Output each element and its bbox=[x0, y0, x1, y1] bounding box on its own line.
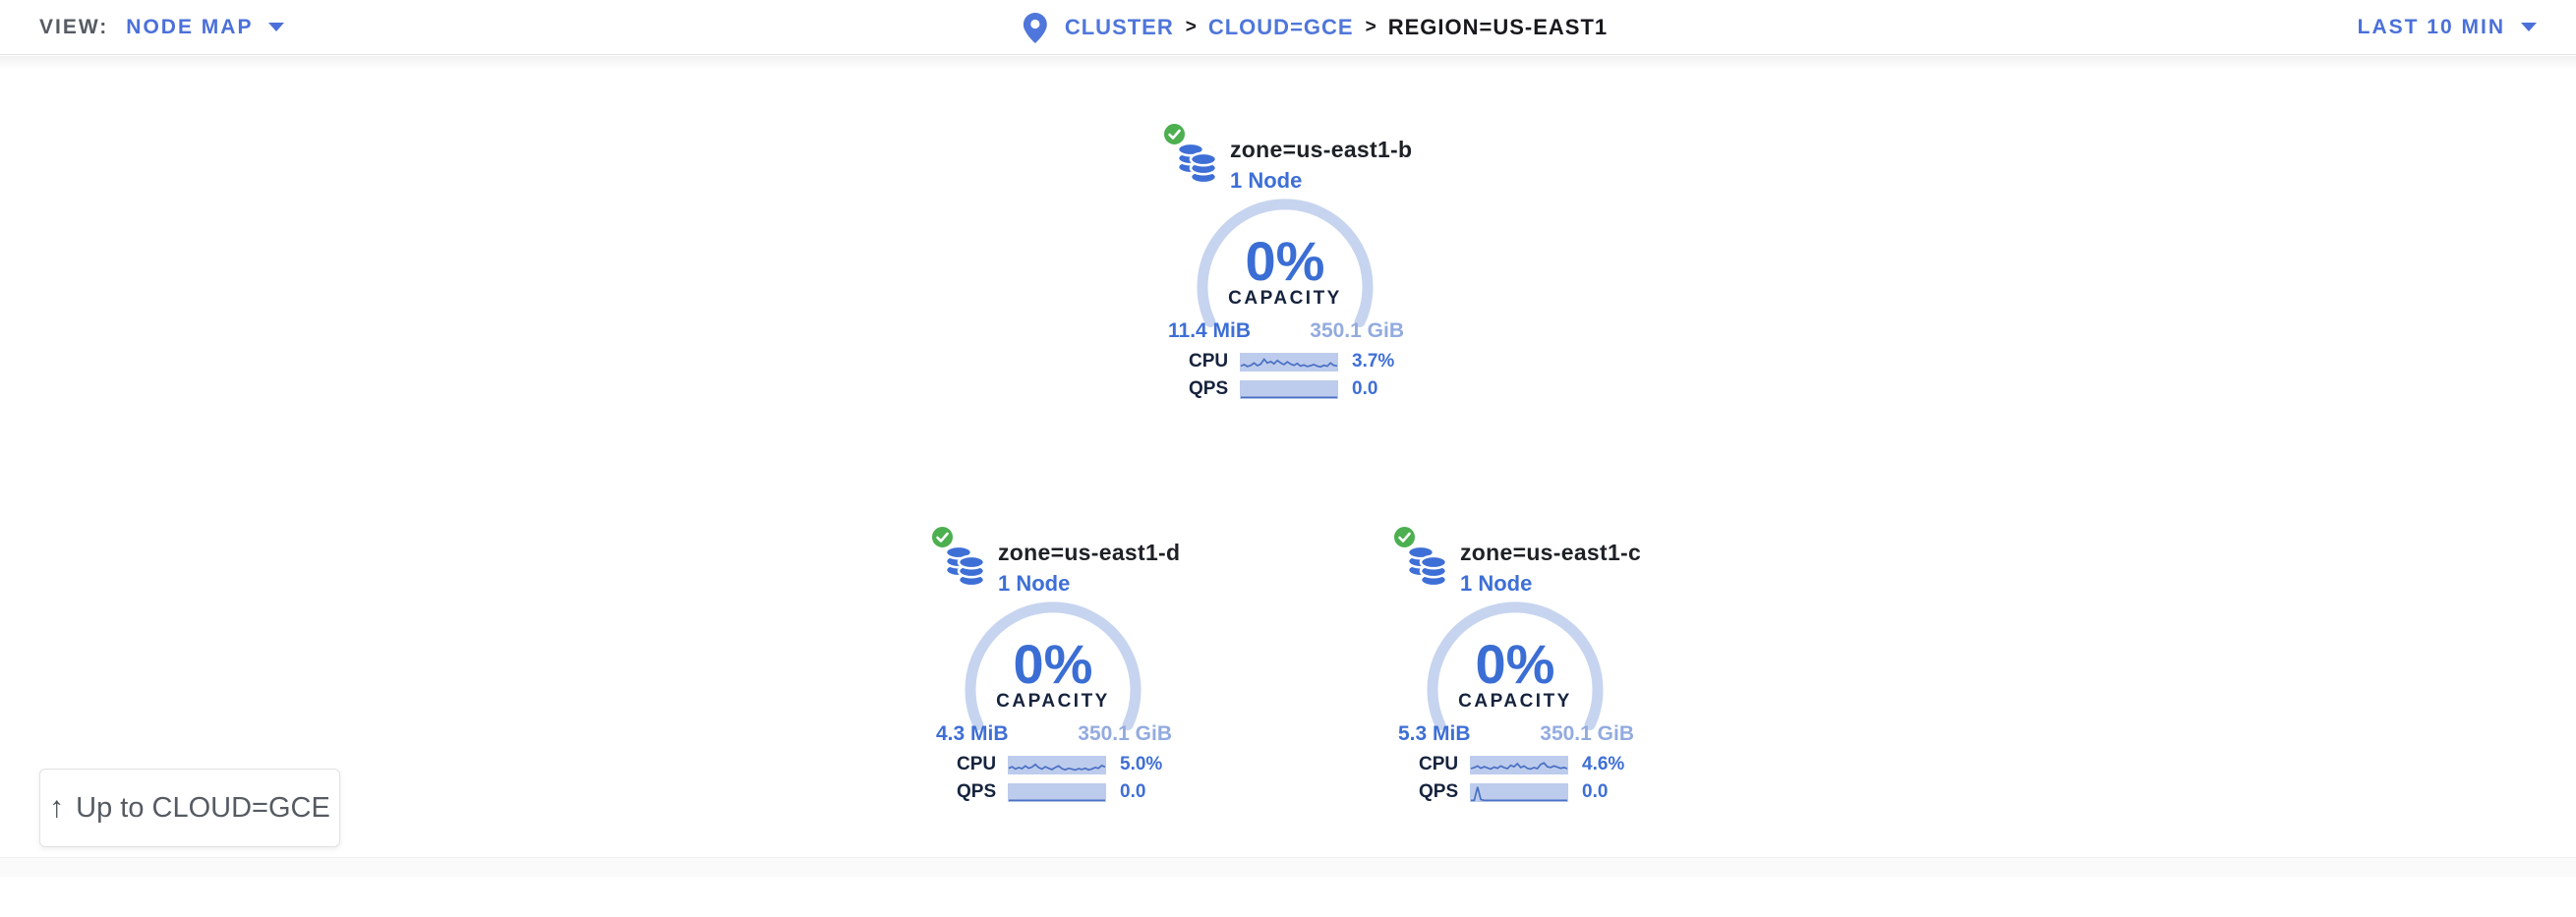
database-stack-icon bbox=[944, 544, 986, 588]
locality-icon bbox=[1393, 524, 1452, 589]
healthy-check-icon bbox=[1393, 526, 1416, 548]
database-stack-icon bbox=[1176, 142, 1218, 185]
node-map-canvas: zone=us-east1-b 1 Node 0% CAPACITY 11.4 … bbox=[0, 56, 2576, 857]
capacity-used: 5.3 MiB bbox=[1398, 722, 1471, 745]
capacity-label: CAPACITY bbox=[1228, 288, 1342, 309]
capacity-used: 11.4 MiB bbox=[1168, 319, 1252, 342]
chevron-down-icon bbox=[2521, 23, 2537, 31]
time-range-value: LAST 10 MIN bbox=[2357, 15, 2505, 38]
bottom-panel-edge bbox=[0, 857, 2576, 877]
qps-metric-row: QPS 0.0 bbox=[957, 781, 1146, 802]
database-stack-icon bbox=[1406, 544, 1448, 588]
cpu-metric-row: CPU 3.7% bbox=[1189, 351, 1395, 372]
capacity-gauge: 0% CAPACITY 5.3 MiB 350.1 GiB CPU 4.6% Q… bbox=[1338, 597, 1692, 823]
breadcrumb-cluster-link[interactable]: CLUSTER bbox=[1064, 15, 1174, 39]
cpu-sparkline bbox=[1470, 755, 1568, 774]
cpu-metric-row: CPU 4.6% bbox=[1419, 754, 1625, 774]
breadcrumb-separator: > bbox=[1185, 17, 1197, 37]
cpu-label: CPU bbox=[957, 754, 997, 774]
locality-icon bbox=[931, 524, 990, 589]
qps-sparkline bbox=[1240, 379, 1338, 399]
qps-label: QPS bbox=[1419, 781, 1459, 802]
cpu-value: 5.0% bbox=[1120, 754, 1163, 774]
gauge-ring bbox=[965, 602, 1142, 730]
chevron-down-icon bbox=[268, 23, 285, 31]
breadcrumb-separator: > bbox=[1365, 17, 1376, 37]
qps-label: QPS bbox=[1189, 378, 1229, 399]
zone-node-count: 1 Node bbox=[1230, 168, 1303, 193]
capacity-gauge: 0% CAPACITY 11.4 MiB 350.1 GiB CPU 3.7% … bbox=[1108, 194, 1462, 420]
qps-sparkline bbox=[1470, 782, 1568, 802]
view-label: VIEW: bbox=[39, 15, 109, 38]
zone-name: zone=us-east1-b bbox=[1230, 137, 1413, 162]
qps-value: 0.0 bbox=[1352, 378, 1378, 399]
qps-value: 0.0 bbox=[1582, 781, 1609, 802]
capacity-total: 350.1 GiB bbox=[1540, 722, 1634, 745]
header-shadow bbox=[0, 56, 2576, 70]
breadcrumb: CLUSTER > CLOUD=GCE > REGION=US-EAST1 bbox=[1023, 0, 1609, 55]
cpu-sparkline bbox=[1240, 352, 1338, 372]
zone-name: zone=us-east1-d bbox=[998, 540, 1181, 565]
view-value: NODE MAP bbox=[126, 15, 254, 38]
capacity-percent: 0% bbox=[1013, 633, 1093, 695]
cpu-value: 3.7% bbox=[1352, 351, 1395, 372]
zone-header: zone=us-east1-d 1 Node bbox=[931, 524, 1180, 597]
zone-node-count: 1 Node bbox=[998, 571, 1071, 596]
capacity-total: 350.1 GiB bbox=[1310, 319, 1404, 342]
cpu-value: 4.6% bbox=[1582, 754, 1625, 774]
up-button-label: Up to CLOUD=GCE bbox=[76, 791, 330, 824]
zone-titles: zone=us-east1-d 1 Node bbox=[998, 524, 1180, 597]
capacity-values: 4.3 MiB 350.1 GiB bbox=[936, 722, 1172, 746]
capacity-values: 11.4 MiB 350.1 GiB bbox=[1168, 319, 1404, 343]
zone-titles: zone=us-east1-c 1 Node bbox=[1460, 524, 1641, 597]
gauge-ring bbox=[1427, 602, 1604, 730]
up-to-cloud-button[interactable]: ↑ Up to CLOUD=GCE bbox=[39, 769, 340, 847]
capacity-gauge: 0% CAPACITY 4.3 MiB 350.1 GiB CPU 5.0% Q… bbox=[876, 597, 1230, 823]
zone-header: zone=us-east1-b 1 Node bbox=[1163, 121, 1412, 194]
qps-value: 0.0 bbox=[1120, 781, 1146, 802]
zone-name: zone=us-east1-c bbox=[1460, 540, 1642, 565]
location-pin-icon bbox=[1023, 12, 1047, 43]
zone-card-us-east1-c[interactable]: zone=us-east1-c 1 Node 0% CAPACITY 5.3 M… bbox=[1338, 524, 1692, 917]
capacity-percent: 0% bbox=[1245, 230, 1325, 292]
zone-card-us-east1-b[interactable]: zone=us-east1-b 1 Node 0% CAPACITY 11.4 … bbox=[1108, 121, 1462, 514]
capacity-total: 350.1 GiB bbox=[1078, 722, 1172, 745]
qps-metric-row: QPS 0.0 bbox=[1189, 378, 1378, 399]
qps-label: QPS bbox=[957, 781, 997, 802]
capacity-values: 5.3 MiB 350.1 GiB bbox=[1398, 722, 1634, 746]
cpu-metric-row: CPU 5.0% bbox=[957, 754, 1163, 774]
time-range-selector[interactable]: LAST 10 MIN bbox=[2358, 16, 2537, 39]
cpu-label: CPU bbox=[1419, 754, 1459, 774]
healthy-check-icon bbox=[1163, 123, 1186, 145]
zone-node-count: 1 Node bbox=[1460, 571, 1533, 596]
capacity-label: CAPACITY bbox=[996, 691, 1110, 712]
gauge-ring bbox=[1197, 199, 1374, 327]
capacity-percent: 0% bbox=[1475, 633, 1555, 695]
qps-metric-row: QPS 0.0 bbox=[1419, 781, 1609, 802]
capacity-label: CAPACITY bbox=[1458, 691, 1572, 712]
zone-titles: zone=us-east1-b 1 Node bbox=[1230, 121, 1412, 194]
arrow-up-icon: ↑ bbox=[49, 791, 65, 824]
healthy-check-icon bbox=[931, 526, 954, 548]
zone-header: zone=us-east1-c 1 Node bbox=[1393, 524, 1641, 597]
qps-sparkline bbox=[1008, 782, 1106, 802]
cpu-label: CPU bbox=[1189, 351, 1229, 372]
breadcrumb-current-region: REGION=US-EAST1 bbox=[1387, 15, 1609, 39]
breadcrumb-cloud-link[interactable]: CLOUD=GCE bbox=[1207, 15, 1354, 39]
view-selector[interactable]: VIEW: NODE MAP bbox=[39, 15, 285, 39]
top-bar: VIEW: NODE MAP CLUSTER > CLOUD=GCE > REG… bbox=[0, 0, 2576, 55]
cpu-sparkline bbox=[1008, 755, 1106, 774]
capacity-used: 4.3 MiB bbox=[936, 722, 1009, 745]
locality-icon bbox=[1163, 121, 1222, 186]
zone-card-us-east1-d[interactable]: zone=us-east1-d 1 Node 0% CAPACITY 4.3 M… bbox=[876, 524, 1230, 917]
